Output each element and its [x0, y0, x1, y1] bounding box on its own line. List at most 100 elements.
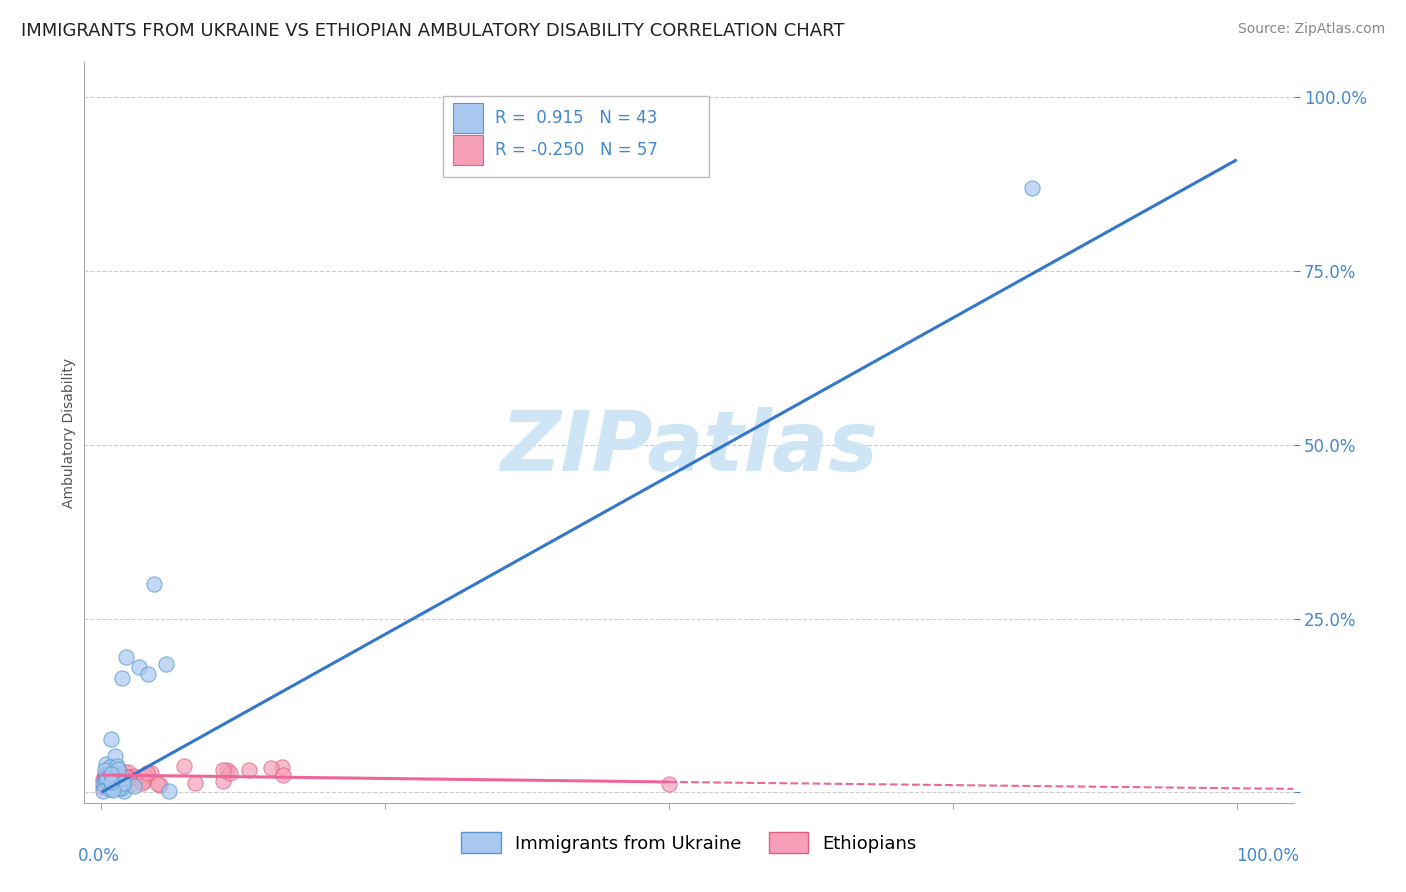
Point	[117, 770, 139, 784]
Point	[98, 780, 121, 795]
Point	[108, 774, 131, 789]
Point	[98, 777, 121, 791]
Point	[139, 766, 162, 780]
Point	[112, 771, 135, 785]
Point	[94, 767, 117, 781]
Text: 0.0%: 0.0%	[79, 847, 120, 865]
Point	[271, 768, 294, 782]
Point	[122, 769, 145, 783]
Point	[94, 779, 117, 793]
Point	[173, 759, 195, 773]
Point	[107, 780, 129, 795]
Point	[111, 768, 134, 782]
Point	[131, 776, 153, 790]
Point	[103, 780, 125, 794]
Point	[112, 764, 135, 779]
Point	[94, 769, 117, 783]
FancyBboxPatch shape	[453, 103, 484, 133]
Point	[118, 772, 141, 786]
Point	[270, 760, 292, 774]
Text: R =  0.915   N = 43: R = 0.915 N = 43	[495, 109, 658, 127]
Point	[94, 757, 117, 772]
Point	[219, 766, 242, 780]
Point	[100, 772, 122, 787]
Point	[107, 759, 129, 773]
Point	[135, 765, 157, 780]
Point	[134, 769, 156, 783]
Text: R = -0.250   N = 57: R = -0.250 N = 57	[495, 141, 658, 159]
Point	[111, 780, 134, 795]
Point	[93, 780, 115, 794]
Point	[101, 779, 124, 793]
Point	[94, 768, 117, 782]
Point	[100, 773, 122, 788]
Point	[132, 774, 155, 789]
Point	[117, 772, 139, 786]
Point	[115, 770, 138, 784]
Point	[100, 774, 122, 789]
Point	[128, 660, 150, 674]
Point	[97, 772, 120, 786]
Point	[107, 776, 129, 790]
Point	[115, 770, 138, 784]
Point	[112, 784, 135, 798]
Point	[136, 667, 159, 681]
Point	[91, 780, 114, 795]
Point	[260, 761, 283, 775]
Point	[91, 784, 114, 798]
Point	[98, 773, 121, 788]
Y-axis label: Ambulatory Disability: Ambulatory Disability	[62, 358, 76, 508]
Point	[115, 649, 138, 664]
Point	[97, 768, 120, 782]
Point	[212, 763, 235, 777]
Text: 100.0%: 100.0%	[1236, 847, 1299, 865]
FancyBboxPatch shape	[453, 135, 484, 165]
Point	[100, 777, 122, 791]
Point	[103, 775, 125, 789]
Point	[94, 773, 117, 788]
Point	[93, 772, 115, 787]
Point	[101, 782, 124, 797]
Point	[96, 772, 118, 786]
Point	[142, 577, 165, 591]
Text: ZIPatlas: ZIPatlas	[501, 407, 877, 488]
Point	[217, 763, 239, 777]
Point	[1021, 180, 1043, 194]
Point	[112, 777, 135, 791]
Point	[149, 778, 172, 792]
Point	[111, 780, 134, 795]
Point	[155, 657, 177, 671]
Point	[107, 762, 129, 776]
Point	[93, 770, 115, 784]
Point	[94, 764, 117, 778]
Point	[658, 777, 681, 791]
Point	[100, 732, 122, 747]
Point	[100, 769, 122, 783]
Point	[93, 773, 115, 788]
Legend: Immigrants from Ukraine, Ethiopians: Immigrants from Ukraine, Ethiopians	[454, 825, 924, 861]
Point	[98, 767, 121, 781]
FancyBboxPatch shape	[443, 95, 710, 178]
Point	[98, 774, 121, 789]
Point	[108, 775, 131, 789]
Point	[91, 772, 114, 786]
Point	[212, 774, 235, 789]
Point	[157, 784, 180, 798]
Text: IMMIGRANTS FROM UKRAINE VS ETHIOPIAN AMBULATORY DISABILITY CORRELATION CHART: IMMIGRANTS FROM UKRAINE VS ETHIOPIAN AMB…	[21, 22, 845, 40]
Point	[100, 765, 122, 780]
Point	[112, 777, 135, 791]
Point	[238, 763, 260, 777]
Point	[122, 779, 145, 793]
Text: Source: ZipAtlas.com: Source: ZipAtlas.com	[1237, 22, 1385, 37]
Point	[97, 781, 120, 796]
Point	[101, 774, 124, 789]
Point	[101, 779, 124, 793]
Point	[132, 774, 155, 789]
Point	[91, 776, 114, 790]
Point	[110, 780, 132, 795]
Point	[120, 777, 142, 791]
Point	[104, 749, 127, 764]
Point	[100, 772, 122, 786]
Point	[148, 777, 170, 791]
Point	[101, 772, 124, 786]
